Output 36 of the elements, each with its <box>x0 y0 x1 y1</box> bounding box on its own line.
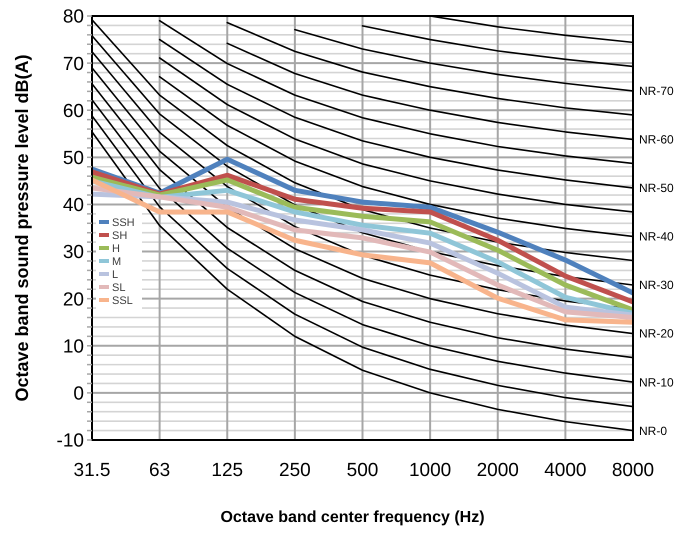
y-tick-label: 70 <box>62 54 84 75</box>
y-tick-label: 20 <box>62 289 84 310</box>
y-tick-label: 0 <box>73 384 84 405</box>
annotation: NR-0 <box>639 424 668 438</box>
annotation: NR-60 <box>639 132 674 147</box>
annotation: NR-70 <box>639 84 674 98</box>
legend-label: M <box>112 256 122 268</box>
annotation: NR-30 <box>639 278 674 292</box>
annotation: NR-10 <box>639 375 674 390</box>
y-tick-label: 40 <box>62 195 84 216</box>
y-tick-label: 80 <box>62 6 84 28</box>
legend-label: SSH <box>112 216 135 229</box>
y-tick-label: 50 <box>62 148 84 169</box>
y-tick-label: 60 <box>62 100 84 122</box>
legend-label: SH <box>112 230 128 242</box>
legend-label: L <box>112 268 118 281</box>
legend-label: SL <box>112 282 126 294</box>
x-tick-label: 250 <box>279 460 311 481</box>
annotation: NR-50 <box>639 181 674 196</box>
x-tick-label: 500 <box>346 460 378 481</box>
x-tick-label: 2000 <box>476 460 519 481</box>
annotation: NR-40 <box>639 230 674 244</box>
legend-label: H <box>112 242 120 255</box>
x-tick-label: 125 <box>211 460 244 481</box>
x-axis-title: Octave band center frequency (Hz) <box>220 509 485 526</box>
x-tick-label: 63 <box>149 460 170 481</box>
y-tick-label: 30 <box>62 242 84 264</box>
annotation: NR-20 <box>639 326 674 341</box>
y-tick-label: 10 <box>62 336 84 358</box>
legend-label: SSL <box>112 294 133 307</box>
x-tick-label: 4000 <box>544 460 587 481</box>
x-tick-label: 1000 <box>408 460 452 481</box>
x-tick-label: 31.5 <box>74 460 110 481</box>
y-tick-label: -10 <box>56 430 84 452</box>
y-axis-title: Octave band sound pressure level dB(A) <box>12 54 32 402</box>
x-tick-label: 8000 <box>612 460 654 481</box>
